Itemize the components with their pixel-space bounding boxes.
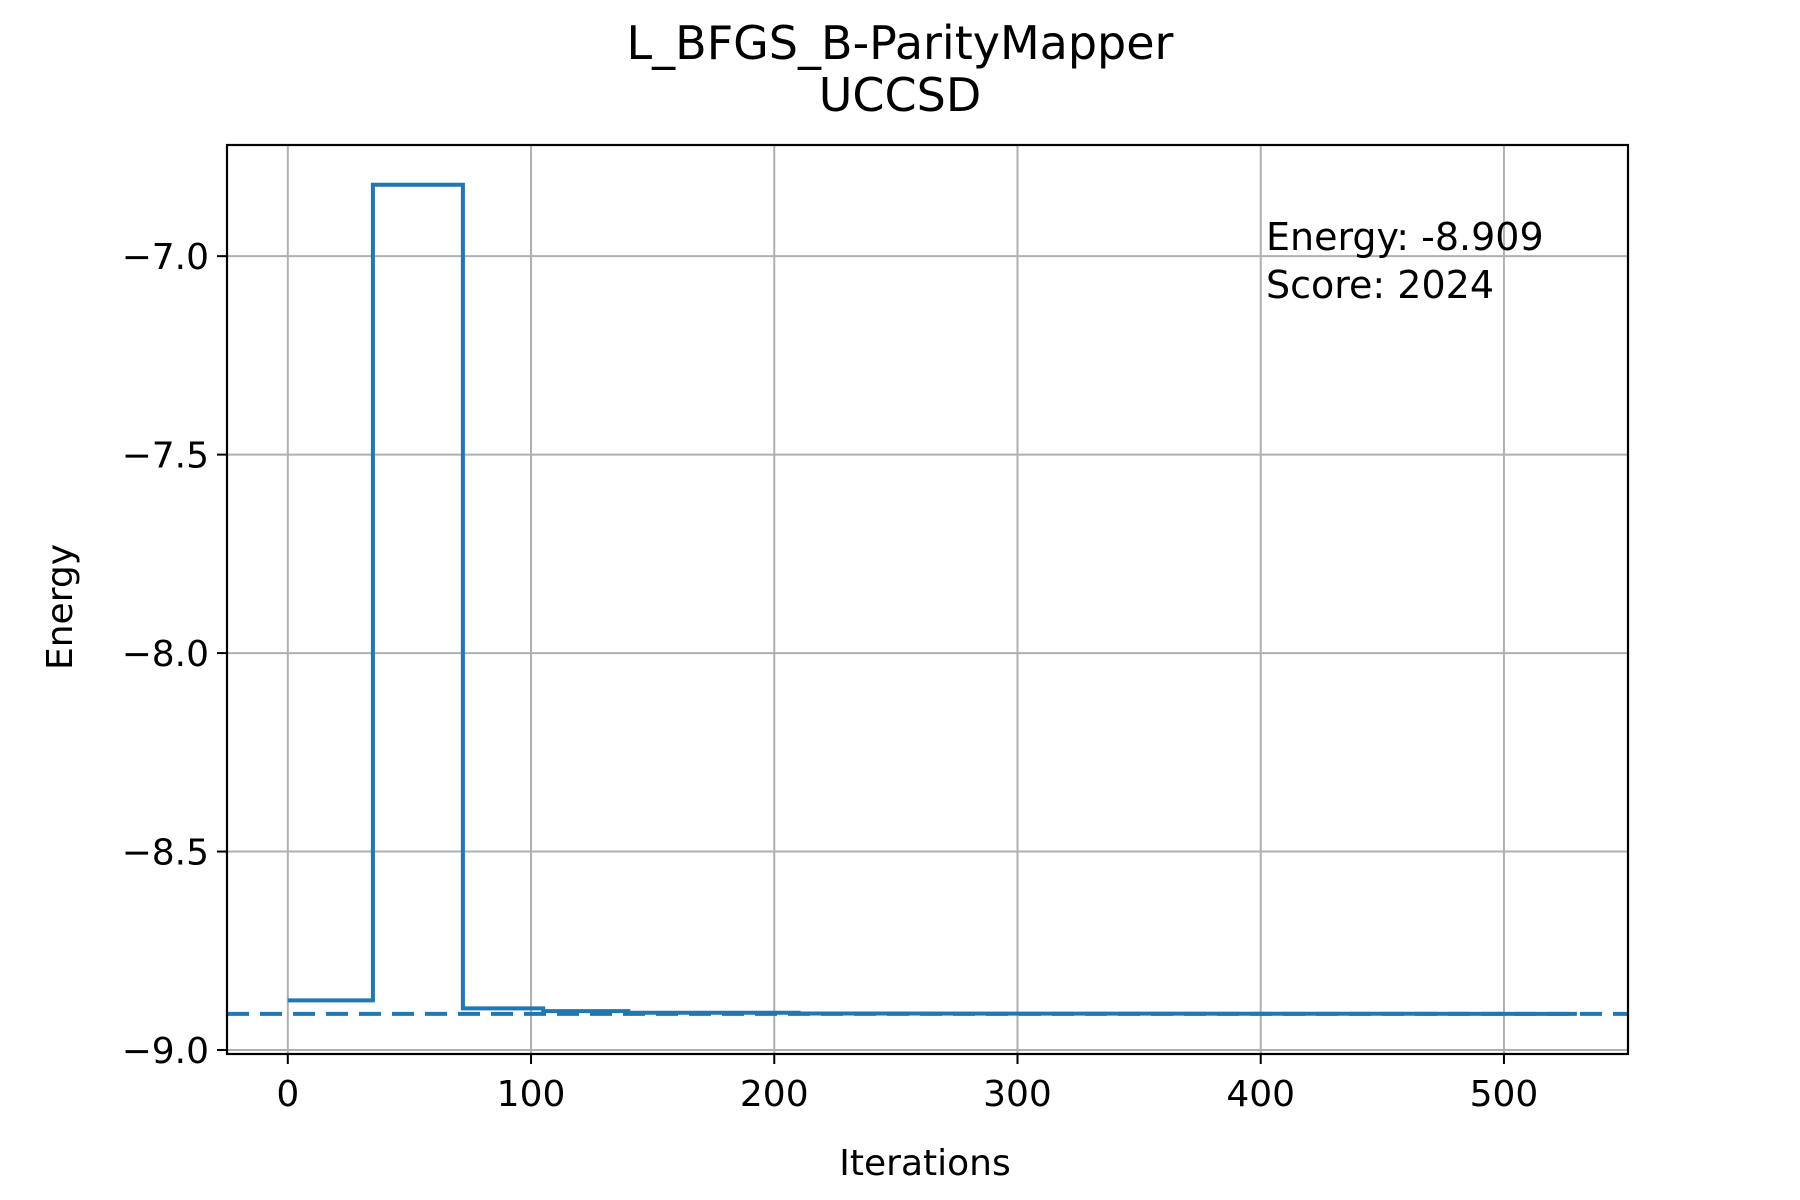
y-tick-label: −8.0 (122, 634, 209, 675)
ticks: 0 100 200 300 400 500 −9.0 −8.5 −8.0 −7.5 −7.0 (122, 237, 1539, 1115)
x-tick-label: 0 (276, 1074, 299, 1115)
x-tick-label: 100 (497, 1074, 566, 1115)
x-tick-label: 200 (740, 1074, 809, 1115)
energy-annotation: Energy: -8.909 (1266, 215, 1544, 259)
y-tick-label: −7.5 (122, 436, 209, 477)
x-axis-label: Iterations (839, 1143, 1010, 1184)
x-tick-label: 400 (1226, 1074, 1295, 1115)
y-axis-label: Energy (40, 544, 81, 670)
y-tick-label: −9.0 (122, 1031, 209, 1072)
series-layer (227, 182, 1628, 1016)
score-annotation: Score: 2024 (1266, 263, 1494, 307)
x-tick-label: 300 (983, 1074, 1052, 1115)
y-tick-label: −8.5 (122, 833, 209, 874)
chart-title: L_BFGS_B-ParityMapper (626, 16, 1174, 70)
y-tick-label: −7.0 (122, 237, 209, 278)
plot-frame (225, 143, 1630, 1056)
x-tick-label: 500 (1470, 1074, 1539, 1115)
energy-series-line (287, 182, 1577, 1016)
grid (227, 145, 1628, 1054)
chart-subtitle: UCCSD (818, 68, 982, 122)
